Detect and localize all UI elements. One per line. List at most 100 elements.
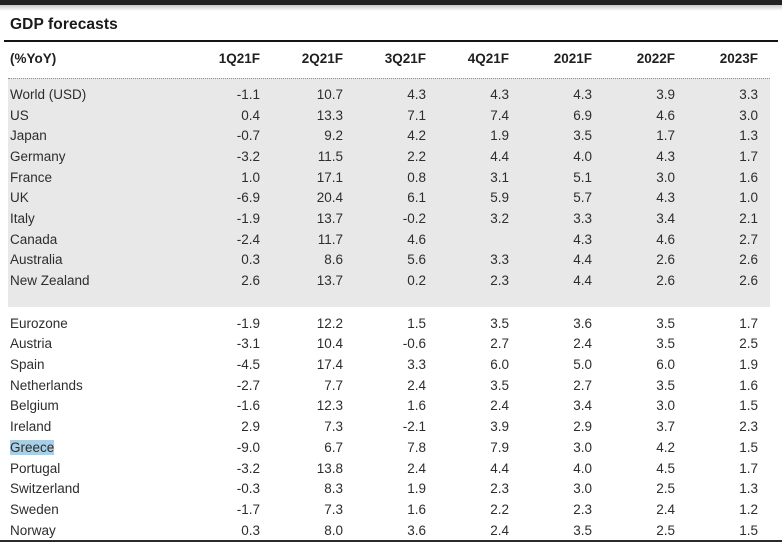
table-row: Belgium -1.6 12.3 1.6 2.4 3.4 3.0 1.5 [8, 396, 770, 417]
table-row: Germany -3.2 11.5 2.2 4.4 4.0 4.3 1.7 [8, 146, 770, 167]
value-cell: 4.3 [407, 86, 426, 102]
value-cell: 5.6 [407, 252, 426, 268]
value-cell: 11.7 [317, 231, 343, 247]
value-cell: 3.5 [656, 336, 675, 352]
value-cell: 13.7 [316, 273, 343, 289]
value-cell: 4.4 [573, 273, 592, 289]
value-cell: -6.9 [236, 190, 260, 206]
country-label: Spain [8, 357, 189, 372]
country-name: Spain [10, 357, 45, 373]
value-cell: 2.6 [241, 273, 260, 289]
value-cell: -0.3 [236, 481, 260, 497]
country-name: Australia [10, 252, 63, 268]
value-cell: 1.7 [739, 460, 758, 476]
country-label: Sweden [8, 502, 189, 517]
value-cell: 3.3 [573, 210, 592, 226]
value-cell: 3.4 [573, 398, 592, 414]
value-cell: 0.8 [407, 169, 426, 185]
country-label: Australia [8, 252, 189, 267]
table-row: Switzerland -0.3 8.3 1.9 2.3 3.0 2.5 1.3 [8, 478, 770, 499]
value-cell: 6.1 [407, 190, 426, 206]
value-cell: 4.4 [573, 252, 592, 268]
value-cell: 3.3 [739, 86, 758, 102]
value-cell: 4.6 [656, 107, 675, 123]
value-cell: 1.5 [739, 522, 758, 538]
value-cell: 4.3 [490, 86, 509, 102]
value-cell: 2.6 [656, 252, 675, 268]
column-header-4q21f: 4Q21F [467, 50, 509, 66]
value-cell: 3.5 [490, 315, 509, 331]
value-cell: 2.9 [241, 419, 260, 435]
country-label: Belgium [8, 398, 189, 413]
value-cell: 8.6 [324, 252, 343, 268]
country-name: Japan [10, 128, 47, 144]
value-cell: 3.0 [656, 398, 675, 414]
value-cell: 7.3 [324, 419, 343, 435]
country-name: France [10, 169, 53, 185]
value-cell: 1.5 [739, 439, 758, 455]
value-cell: 3.7 [656, 419, 675, 435]
value-cell: -2.4 [236, 231, 260, 247]
value-cell: 2.7 [573, 377, 592, 393]
value-cell: 5.9 [490, 190, 509, 206]
table-header-row: (%YoY) 1Q21F 2Q21F 3Q21F 4Q21F 2021F 202… [8, 42, 770, 74]
value-cell: 2.7 [739, 231, 758, 247]
value-cell: 0.3 [241, 252, 260, 268]
value-cell: 2.4 [573, 336, 592, 352]
value-cell: 4.4 [490, 460, 509, 476]
bottom-divider [0, 540, 782, 542]
value-cell: 2.5 [656, 522, 675, 538]
value-cell: 1.6 [407, 501, 426, 517]
block-major-economies: World (USD) -1.1 10.7 4.3 4.3 4.3 3.9 3.… [8, 78, 770, 307]
table-row: Spain -4.5 17.4 3.3 6.0 5.0 6.0 1.9 [8, 354, 770, 375]
value-cell: 17.4 [316, 357, 343, 373]
value-cell: 2.5 [739, 336, 758, 352]
value-cell: 13.7 [316, 210, 343, 226]
value-cell: 5.7 [573, 190, 592, 206]
value-cell: 2.6 [656, 273, 675, 289]
value-cell: 1.9 [407, 481, 426, 497]
table-row: Canada -2.4 11.7 4.6 4.3 4.6 2.7 [8, 229, 770, 250]
value-cell: 1.9 [739, 357, 758, 373]
value-cell: 2.3 [573, 501, 592, 517]
country-label: World (USD) [8, 87, 189, 102]
value-cell: 7.9 [490, 439, 509, 455]
country-label: UK [8, 190, 189, 205]
value-cell: 7.1 [407, 107, 426, 123]
value-cell: 2.2 [490, 501, 509, 517]
value-cell: -9.0 [236, 439, 260, 455]
value-cell: 3.5 [573, 522, 592, 538]
value-cell: 2.9 [573, 419, 592, 435]
value-cell: 1.5 [739, 398, 758, 414]
value-cell: 4.3 [656, 190, 675, 206]
value-cell: 3.3 [490, 252, 509, 268]
value-cell: -1.9 [236, 315, 260, 331]
value-cell: 4.6 [656, 231, 675, 247]
value-cell: 4.0 [573, 460, 592, 476]
country-label: Ireland [8, 419, 189, 434]
value-cell: 2.3 [739, 419, 758, 435]
table-row: Portugal -3.2 13.8 2.4 4.4 4.0 4.5 1.7 [8, 458, 770, 479]
value-cell: 1.0 [241, 169, 260, 185]
value-cell: 3.5 [656, 377, 675, 393]
country-name: Austria [10, 336, 53, 352]
value-cell: 17.1 [316, 169, 343, 185]
top-border-shadow [0, 5, 782, 11]
value-cell: 2.3 [490, 481, 509, 497]
value-cell: 4.3 [573, 231, 592, 247]
table-row: Australia 0.3 8.6 5.6 3.3 4.4 2.6 2.6 [8, 250, 770, 271]
value-cell: 3.4 [656, 210, 675, 226]
value-cell: 1.2 [739, 501, 758, 517]
country-label: France [8, 170, 189, 185]
table-row: US 0.4 13.3 7.1 7.4 6.9 4.6 3.0 [8, 105, 770, 126]
value-cell: 2.3 [490, 273, 509, 289]
value-cell: 2.1 [739, 210, 758, 226]
value-cell: 3.9 [490, 419, 509, 435]
country-name: UK [10, 190, 29, 206]
table-row: Sweden -1.7 7.3 1.6 2.2 2.3 2.4 1.2 [8, 499, 770, 520]
value-cell: -1.6 [236, 398, 260, 414]
table-row: Norway 0.3 8.0 3.6 2.4 3.5 2.5 1.5 [8, 520, 770, 541]
value-cell: 1.6 [407, 398, 426, 414]
gdp-forecast-table: (%YoY) 1Q21F 2Q21F 3Q21F 4Q21F 2021F 202… [8, 42, 770, 541]
value-cell: 1.7 [656, 128, 675, 144]
